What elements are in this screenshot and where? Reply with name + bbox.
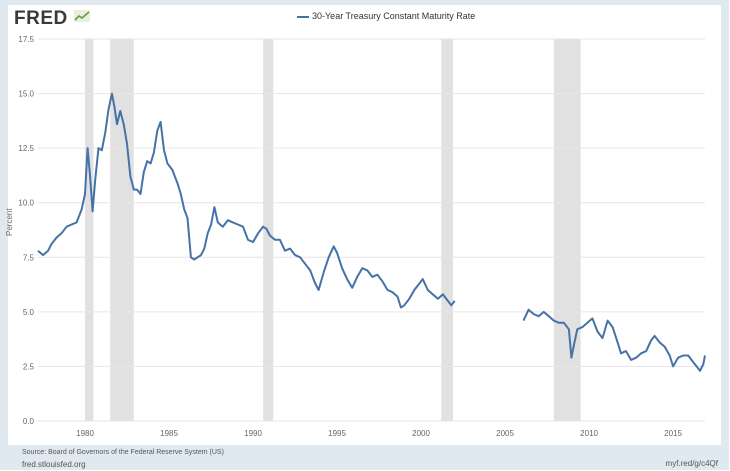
x-tick-label: 2015 [664,429,682,438]
x-tick-label: 2005 [496,429,514,438]
site-link[interactable]: fred.stlouisfed.org [22,460,86,469]
chart-line-icon [74,10,90,22]
x-tick-label: 2000 [412,429,430,438]
series-line [522,308,706,372]
series-line [37,92,456,309]
x-tick-label: 1985 [160,429,178,438]
y-tick-label: 0.0 [23,417,35,426]
y-tick-label: 5.0 [23,308,35,317]
legend-label[interactable]: 30-Year Treasury Constant Maturity Rate [312,11,476,21]
x-tick-label: 1995 [328,429,346,438]
recession-band [441,39,453,421]
fred-logo[interactable]: FRED [14,8,68,29]
recession-band [553,39,581,421]
x-tick-label: 1990 [244,429,262,438]
y-tick-label: 2.5 [23,362,35,371]
y-tick-label: 12.5 [18,144,34,153]
x-tick-label: 2010 [580,429,598,438]
x-tick-label: 1980 [76,429,94,438]
legend-swatch [297,16,309,18]
y-tick-label: 15.0 [18,90,34,99]
short-url-link[interactable]: myf.red/g/c4Qf [665,459,718,468]
recession-band [110,39,134,421]
y-tick-label: 7.5 [23,253,35,262]
source-note: Source: Board of Governors of the Federa… [22,449,224,456]
y-tick-label: 10.0 [18,199,34,208]
recession-band [85,39,94,421]
y-tick-label: 17.5 [18,35,34,44]
